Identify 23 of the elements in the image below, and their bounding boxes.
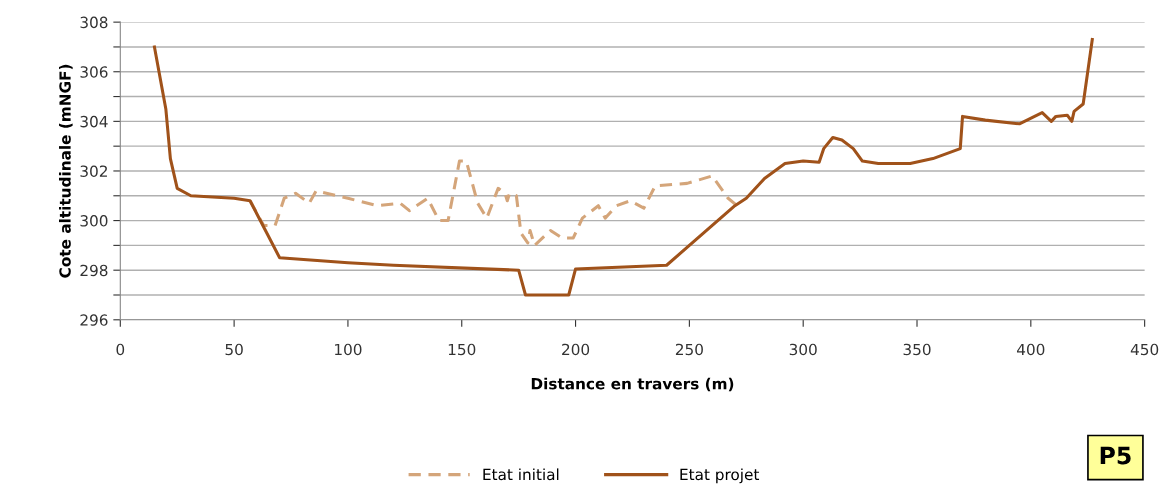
y-tick-label: 300 (80, 215, 108, 227)
x-tick-label: 450 (1130, 343, 1159, 356)
legend-label: Etat initial (483, 468, 559, 481)
x-tick-label: 400 (1016, 343, 1045, 356)
y-tick-label: 298 (80, 264, 108, 277)
y-tick-label: 304 (80, 115, 108, 128)
x-tick-label: 100 (335, 343, 362, 356)
y-tick-label: 296 (80, 314, 108, 326)
text: P5 (1100, 446, 1131, 465)
y-tick-label: 308 (80, 16, 108, 29)
x-tick-label: 0 (116, 343, 125, 356)
x-tick-label: 250 (675, 343, 703, 356)
x-tick-label: 300 (789, 343, 817, 356)
y-axis-title: Cote altitudinale (mNGF) (59, 64, 73, 278)
x-tick-label: 150 (448, 343, 476, 356)
legend-label: Etat projet (680, 468, 760, 484)
y-tick-label: 306 (80, 66, 108, 78)
y-tick-label: 302 (80, 165, 107, 177)
x-tick-label: 350 (903, 343, 931, 356)
x-axis-title: Distance en travers (m) (531, 377, 734, 392)
x-tick-label: 50 (225, 343, 243, 356)
line-series (152, 37, 1094, 297)
x-tick-label: 200 (562, 343, 590, 356)
